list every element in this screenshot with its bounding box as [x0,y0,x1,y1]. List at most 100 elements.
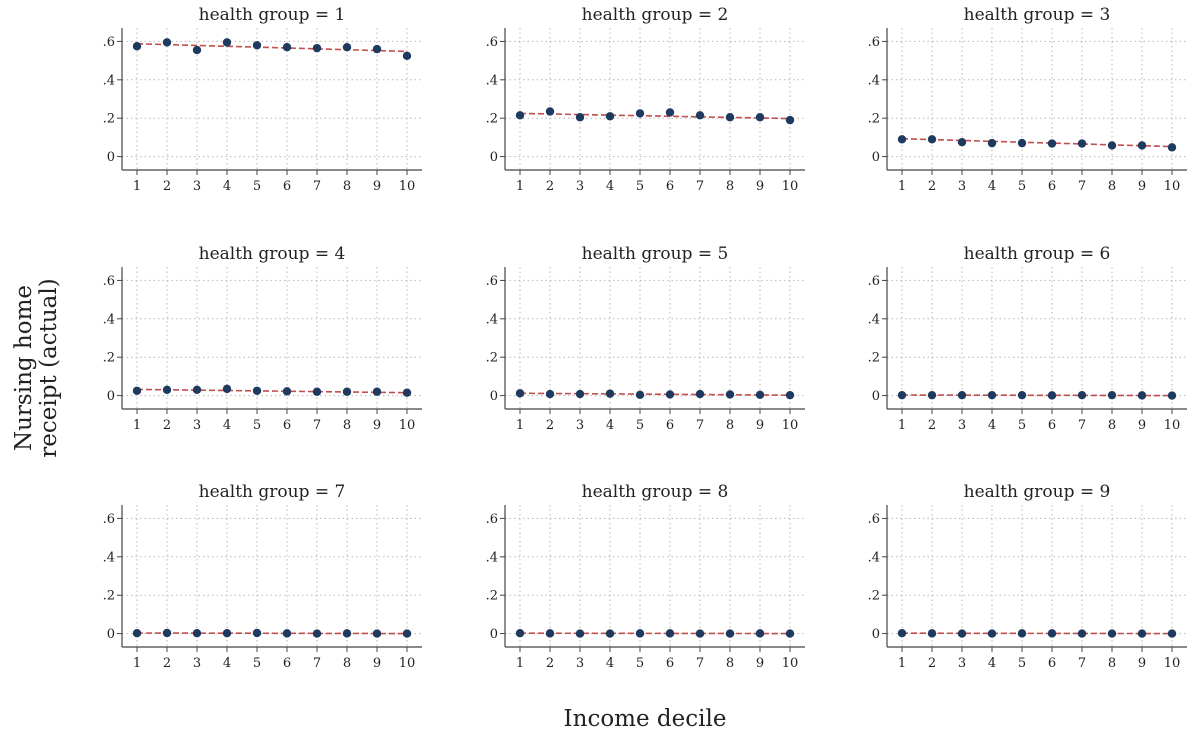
data-point [928,135,936,143]
x-tick-label: 8 [343,418,351,433]
data-point [163,629,171,637]
panel-title: health group = 7 [199,482,346,502]
x-tick-label: 5 [253,418,261,433]
x-tick-label: 9 [1138,656,1146,671]
panel-title: health group = 1 [199,5,346,25]
x-tick-label: 5 [253,179,261,194]
x-tick-label: 2 [546,656,554,671]
data-point [1048,139,1056,147]
data-point [313,388,321,396]
x-tick-label: 8 [343,656,351,671]
y-tick-label: 0 [107,150,115,165]
y-tick-label: .2 [486,112,498,127]
x-axis-title: Income decile [564,706,727,732]
data-point [516,111,524,119]
panel-title: health group = 5 [582,244,729,264]
data-point [1138,629,1146,637]
x-tick-label: 9 [756,179,764,194]
x-tick-label: 1 [133,656,141,671]
y-tick-label: .4 [868,73,880,88]
y-tick-label: .2 [103,112,115,127]
data-point [373,388,381,396]
x-tick-label: 2 [928,418,936,433]
data-point [756,113,764,121]
data-point [666,390,674,398]
y-tick-label: 0 [872,627,880,642]
x-tick-label: 2 [163,179,171,194]
data-point [1048,629,1056,637]
y-tick-label: 0 [872,150,880,165]
data-point [636,629,644,637]
x-tick-label: 1 [133,418,141,433]
data-point [1018,391,1026,399]
data-point [163,386,171,394]
y-tick-label: .6 [486,274,498,289]
data-point [403,629,411,637]
x-tick-label: 2 [546,179,554,194]
x-tick-label: 5 [253,656,261,671]
data-point [516,629,524,637]
y-tick-label: .4 [103,73,115,88]
x-tick-label: 9 [373,418,381,433]
data-point [133,629,141,637]
x-tick-label: 7 [313,179,321,194]
y-tick-label: .4 [868,550,880,565]
x-tick-label: 6 [666,179,674,194]
x-tick-label: 9 [1138,418,1146,433]
data-point [666,108,674,116]
x-tick-label: 9 [756,418,764,433]
data-point [1168,143,1176,151]
y-tick-label: .2 [868,589,880,604]
y-tick-label: 0 [872,389,880,404]
x-tick-label: 10 [1164,179,1181,194]
y-tick-label: .4 [103,312,115,327]
x-tick-label: 10 [1164,656,1181,671]
x-tick-label: 2 [928,656,936,671]
x-tick-label: 10 [782,179,799,194]
y-tick-label: .4 [868,312,880,327]
data-point [193,46,201,54]
y-tick-label: .6 [868,35,880,50]
data-point [898,629,906,637]
data-point [403,52,411,60]
data-point [1078,139,1086,147]
data-point [283,387,291,395]
x-tick-label: 7 [1078,418,1086,433]
x-tick-label: 8 [726,656,734,671]
y-tick-label: 0 [490,150,498,165]
x-tick-label: 2 [546,418,554,433]
x-tick-label: 5 [1018,179,1026,194]
data-point [958,391,966,399]
x-tick-label: 7 [696,656,704,671]
x-tick-label: 8 [1108,418,1116,433]
x-tick-label: 3 [958,418,966,433]
data-point [546,390,554,398]
data-point [1168,391,1176,399]
x-tick-label: 4 [988,656,996,671]
x-tick-label: 4 [988,179,996,194]
y-tick-label: .6 [868,274,880,289]
x-tick-label: 8 [726,179,734,194]
x-tick-label: 3 [193,179,201,194]
data-point [696,629,704,637]
x-tick-label: 8 [343,179,351,194]
data-point [988,629,996,637]
y-axis-title-line-1: Nursing home [11,285,37,451]
data-point [696,111,704,119]
y-tick-label: .2 [486,351,498,366]
data-point [133,42,141,50]
data-point [666,629,674,637]
data-point [898,135,906,143]
x-tick-label: 2 [163,656,171,671]
data-point [786,391,794,399]
x-tick-label: 6 [283,656,291,671]
